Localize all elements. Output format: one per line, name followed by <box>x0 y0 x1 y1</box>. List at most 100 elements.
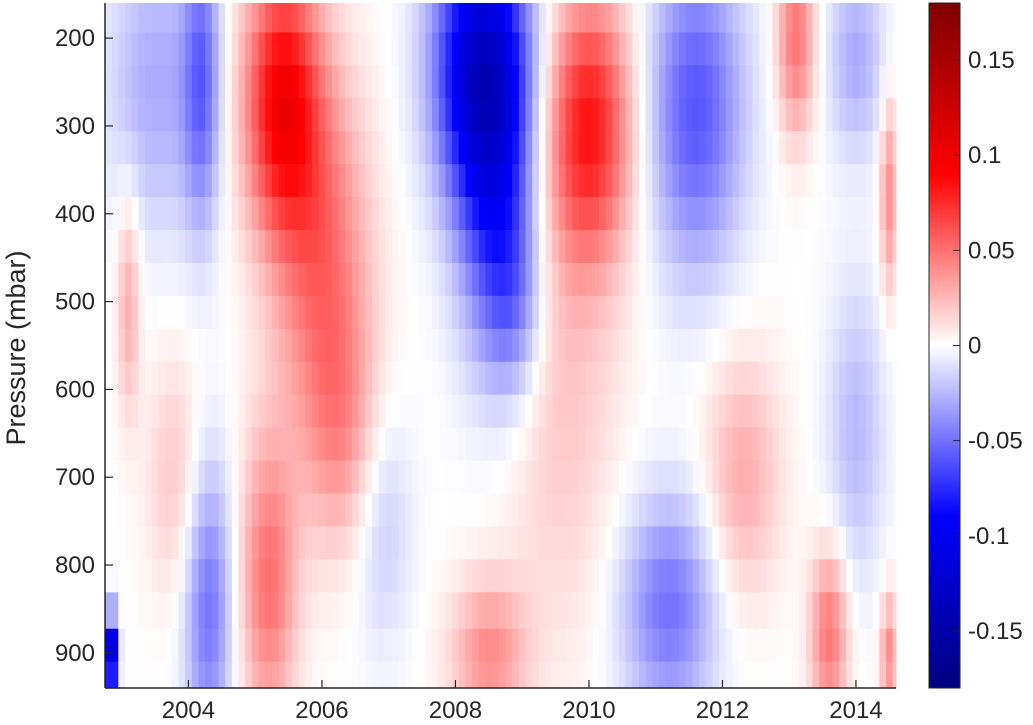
heatmap-cell <box>612 230 620 264</box>
heatmap-cell <box>145 230 153 264</box>
heatmap-cell <box>305 328 313 363</box>
heatmap-cell <box>432 65 440 99</box>
heatmap-cell <box>125 628 133 663</box>
heatmap-cell <box>432 3 440 34</box>
heatmap-cell <box>819 197 827 231</box>
heatmap-cell <box>438 394 447 429</box>
heatmap-cell <box>211 526 220 560</box>
heatmap-cell <box>145 361 153 396</box>
heatmap-cell <box>785 460 794 495</box>
heatmap-cell <box>538 661 547 689</box>
heatmap-cell <box>358 559 366 593</box>
heatmap-cell <box>765 65 774 99</box>
heatmap-cell <box>612 592 620 630</box>
heatmap-cell <box>618 164 627 198</box>
heatmap-cell <box>538 98 547 132</box>
heatmap-cell <box>412 361 420 396</box>
heatmap-cell <box>178 592 186 630</box>
heatmap-cell <box>245 65 253 99</box>
heatmap-cell <box>725 460 734 495</box>
heatmap-cell <box>291 262 300 297</box>
heatmap-cell <box>345 65 353 99</box>
heatmap-cell <box>518 559 527 593</box>
heatmap-cell <box>805 262 814 297</box>
heatmap-cell <box>598 559 607 593</box>
heatmap-cell <box>158 295 166 330</box>
heatmap-cell <box>532 262 540 297</box>
heatmap-cell <box>839 559 847 593</box>
heatmap-cell <box>465 526 473 560</box>
heatmap-cell <box>378 394 386 429</box>
heatmap-cell <box>892 262 897 297</box>
heatmap-cell <box>265 328 273 363</box>
heatmap-cell <box>759 328 767 363</box>
heatmap-cell <box>138 427 146 462</box>
heatmap-cell <box>885 262 894 297</box>
heatmap-cell <box>565 262 573 297</box>
heatmap-cell <box>592 394 600 429</box>
heatmap-cell <box>525 427 533 462</box>
heatmap-cell <box>225 3 233 34</box>
heatmap-cell <box>445 493 453 528</box>
colorbar-tick-label: -0.05 <box>968 428 1023 455</box>
heatmap-cell <box>812 592 820 630</box>
heatmap-cell <box>385 65 393 99</box>
heatmap-cell <box>138 661 146 689</box>
heatmap-cell <box>425 3 433 34</box>
heatmap-cell <box>405 526 413 560</box>
heatmap-cell <box>739 361 747 396</box>
heatmap-cell <box>618 559 627 593</box>
heatmap-cell <box>552 661 560 689</box>
heatmap-cell <box>618 98 627 132</box>
heatmap-cell <box>498 230 507 264</box>
heatmap-cell <box>145 460 153 495</box>
heatmap-cell <box>438 592 447 630</box>
heatmap-cell <box>792 197 800 231</box>
heatmap-cell <box>885 526 894 560</box>
heatmap-cell <box>325 592 333 630</box>
heatmap-cell <box>265 460 273 495</box>
heatmap-cell <box>498 131 507 165</box>
heatmap-cell <box>779 3 787 34</box>
heatmap-cell <box>271 295 280 330</box>
heatmap-cell <box>225 361 233 396</box>
heatmap-cell <box>665 230 673 264</box>
heatmap-cell <box>712 559 720 593</box>
heatmap-cell <box>492 131 500 165</box>
heatmap-cell <box>532 295 540 330</box>
colorbar-tick-label: 0 <box>968 333 981 360</box>
heatmap-cell <box>432 493 440 528</box>
heatmap-cell <box>639 493 647 528</box>
heatmap-cell <box>331 328 340 363</box>
heatmap-cell <box>825 197 834 231</box>
heatmap-cell <box>198 230 206 264</box>
heatmap-cell <box>438 164 447 198</box>
heatmap-cell <box>218 32 226 66</box>
heatmap-cell <box>832 328 840 363</box>
heatmap-cell <box>258 98 266 132</box>
heatmap-cell <box>772 394 780 429</box>
heatmap-cell <box>311 131 320 165</box>
heatmap-cell <box>659 559 667 593</box>
heatmap-cell <box>338 328 346 363</box>
heatmap-cell <box>251 628 260 663</box>
heatmap-cell <box>538 427 547 462</box>
heatmap-cell <box>672 164 680 198</box>
heatmap-cell <box>205 262 213 297</box>
heatmap-cell <box>145 65 153 99</box>
heatmap-cell <box>472 526 480 560</box>
heatmap-cell <box>859 164 867 198</box>
heatmap-cell <box>478 361 487 396</box>
heatmap-cell <box>665 394 673 429</box>
heatmap-cell <box>358 592 366 630</box>
heatmap-cell <box>138 164 146 198</box>
heatmap-cell <box>745 361 754 396</box>
heatmap-cell <box>819 559 827 593</box>
heatmap-cell <box>799 661 807 689</box>
heatmap-cell <box>805 628 814 663</box>
heatmap-cell <box>772 98 780 132</box>
heatmap-cell <box>398 592 406 630</box>
heatmap-cell <box>398 328 406 363</box>
heatmap-cell <box>311 427 320 462</box>
heatmap-cell <box>625 328 633 363</box>
